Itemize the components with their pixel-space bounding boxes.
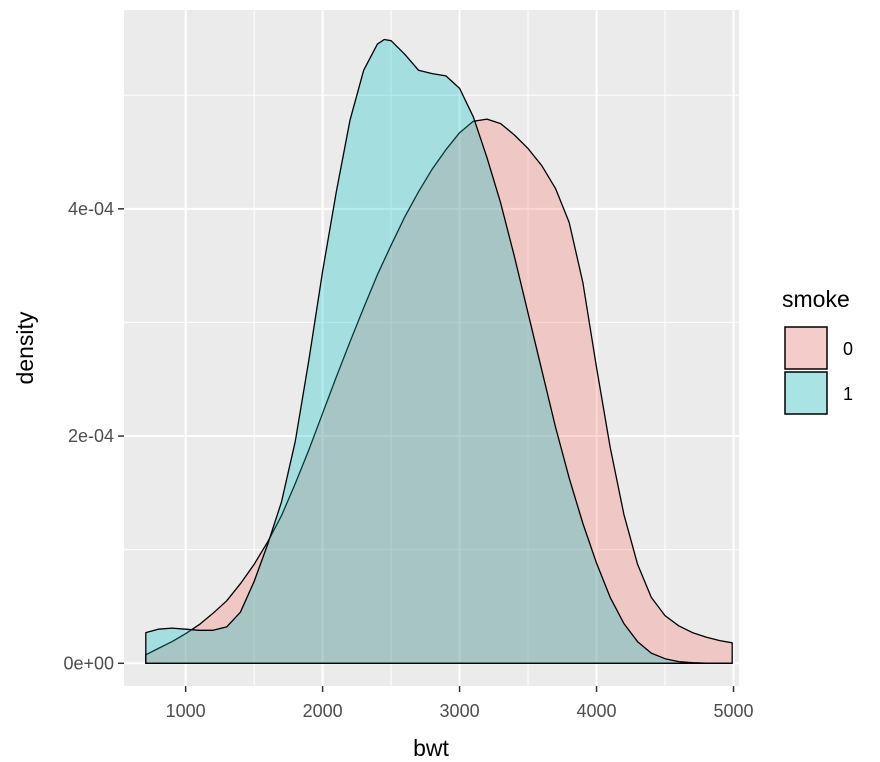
x-tick-label: 3000 bbox=[440, 701, 480, 721]
legend-label-1: 1 bbox=[843, 384, 853, 404]
x-tick-label: 4000 bbox=[577, 701, 617, 721]
legend-key-background bbox=[785, 327, 827, 369]
x-axis: 1000 2000 3000 4000 5000 bbox=[166, 686, 754, 721]
y-tick-label: 2e-04 bbox=[68, 426, 114, 446]
y-tick-label: 4e-04 bbox=[68, 199, 114, 219]
legend-key-background bbox=[785, 372, 827, 414]
legend-label-0: 0 bbox=[843, 339, 853, 359]
y-tick-label: 0e+00 bbox=[63, 653, 114, 673]
y-axis: 0e+00 2e-04 4e-04 bbox=[63, 199, 124, 673]
legend-key-1 bbox=[784, 371, 828, 415]
panel-background bbox=[124, 10, 739, 686]
legend-title: smoke bbox=[782, 286, 850, 312]
major-gridlines bbox=[124, 10, 739, 686]
minor-gridlines bbox=[124, 10, 739, 686]
density-areas bbox=[145, 38, 733, 664]
legend-key-0 bbox=[784, 326, 828, 370]
x-tick-label: 1000 bbox=[166, 701, 206, 721]
y-axis-title: density bbox=[12, 311, 38, 384]
x-tick-label: 5000 bbox=[713, 701, 753, 721]
x-tick-label: 2000 bbox=[303, 701, 343, 721]
density-area-smoke-1 bbox=[145, 38, 733, 664]
x-axis-title: bwt bbox=[413, 735, 449, 761]
density-area-smoke-0 bbox=[145, 118, 733, 664]
legend: smoke 0 1 bbox=[782, 286, 853, 415]
